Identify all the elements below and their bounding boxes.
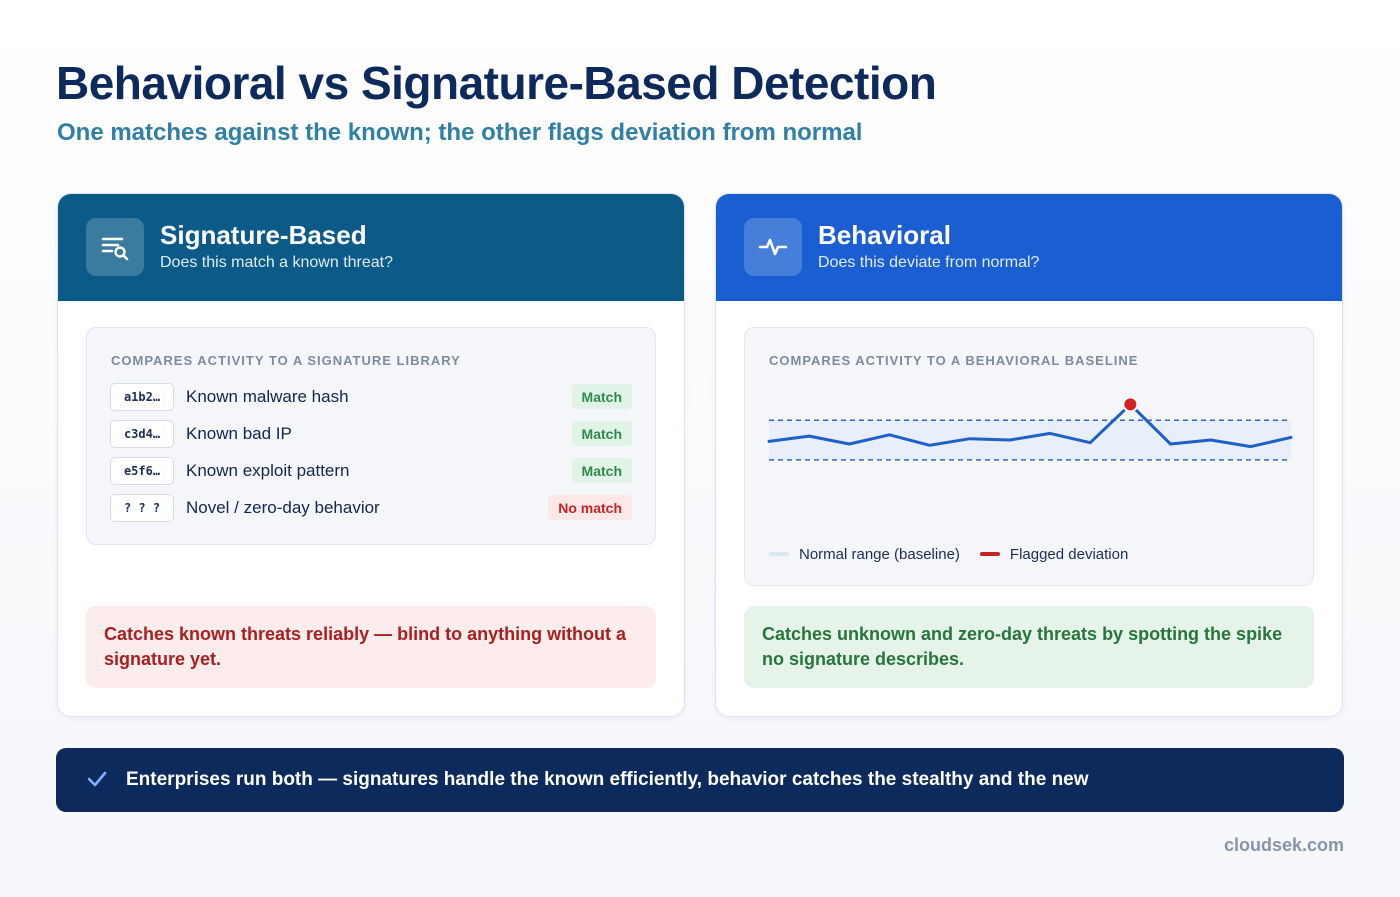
behavioral-note: Catches unknown and zero-day threats by … (744, 606, 1314, 688)
hash-chip: a1b2… (110, 383, 174, 411)
search-list-icon (86, 218, 144, 276)
flagged-deviation-point (1122, 396, 1139, 413)
signature-title: Signature-Based (160, 220, 367, 250)
signature-card-header: Signature-Based Does this match a known … (58, 194, 684, 301)
legend-baseline-label: Normal range (baseline) (799, 545, 960, 563)
signature-row-label: Novel / zero-day behavior (186, 498, 380, 517)
hash-chip: ? ? ? (110, 494, 174, 522)
summary-text: Enterprises run both — signatures handle… (126, 769, 1089, 790)
signature-note: Catches known threats reliably — blind t… (86, 606, 656, 688)
signature-row: e5f6… Known exploit pattern Match (110, 457, 632, 487)
legend-deviation-swatch (979, 552, 1000, 556)
legend-baseline-swatch (769, 552, 789, 556)
behavioral-card-header: Behavioral Does this deviate from normal… (716, 194, 1342, 301)
brand-footer: cloudsek.com (1223, 835, 1344, 855)
signature-row: c3d4… Known bad IP Match (110, 420, 632, 450)
signature-library-panel: COMPARES ACTIVITY TO A SIGNATURE LIBRARY… (86, 327, 656, 545)
match-badge: Match (571, 458, 632, 483)
behavioral-panel-label: COMPARES ACTIVITY TO A BEHAVIORAL BASELI… (769, 353, 1139, 368)
match-badge: Match (571, 421, 632, 446)
behavioral-card: Behavioral Does this deviate from normal… (715, 193, 1343, 717)
no-match-badge: No match (548, 495, 632, 520)
signature-card: Signature-Based Does this match a known … (57, 193, 685, 717)
baseline-chart (767, 396, 1293, 461)
page-title: Behavioral vs Signature-Based Detection (56, 57, 937, 109)
legend-baseline: Normal range (baseline) (769, 546, 960, 563)
behavioral-question: Does this deviate from normal? (818, 254, 1040, 271)
page-subtitle: One matches against the known; the other… (57, 119, 863, 146)
signature-row-label: Known exploit pattern (186, 461, 350, 480)
pulse-icon (744, 218, 802, 276)
signature-panel-label: COMPARES ACTIVITY TO A SIGNATURE LIBRARY (111, 353, 461, 368)
signature-row: a1b2… Known malware hash Match (110, 383, 632, 413)
signature-row-label: Known bad IP (186, 424, 292, 443)
activity-series-line (767, 402, 1293, 449)
signature-row: ? ? ? Novel / zero-day behavior No match (110, 494, 632, 524)
hash-chip: e5f6… (110, 457, 174, 485)
check-icon (86, 768, 108, 795)
behavioral-baseline-panel: COMPARES ACTIVITY TO A BEHAVIORAL BASELI… (744, 327, 1314, 586)
match-badge: Match (571, 384, 632, 409)
behavioral-title: Behavioral (818, 220, 951, 250)
chart-legend: Normal range (baseline) Flagged deviatio… (769, 544, 1148, 564)
legend-deviation-label: Flagged deviation (1009, 545, 1129, 563)
legend-deviation: Flagged deviation (979, 545, 1129, 563)
signature-question: Does this match a known threat? (160, 254, 394, 271)
hash-chip: c3d4… (110, 420, 174, 448)
summary-banner: Enterprises run both — signatures handle… (56, 748, 1344, 812)
signature-row-label: Known malware hash (186, 387, 349, 406)
